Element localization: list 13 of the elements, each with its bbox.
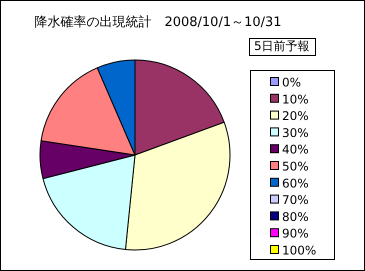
legend-label: 80%	[282, 210, 309, 224]
legend-label: 70%	[282, 193, 309, 208]
legend-label: 90%	[282, 226, 309, 241]
legend-label: 10%	[282, 92, 309, 106]
chart-title: 降水確率の出現統計 2008/10/1～10/31	[34, 14, 282, 30]
legend-label: 50%	[282, 160, 309, 174]
legend-label: 20%	[282, 109, 309, 124]
legend-label: 0%	[282, 76, 302, 90]
legend-title: 5日前予報	[254, 39, 310, 53]
legend-label: 30%	[282, 126, 309, 140]
legend-label: 40%	[282, 142, 309, 157]
legend-label: 60%	[282, 176, 309, 190]
legend-label: 100%	[282, 244, 316, 258]
